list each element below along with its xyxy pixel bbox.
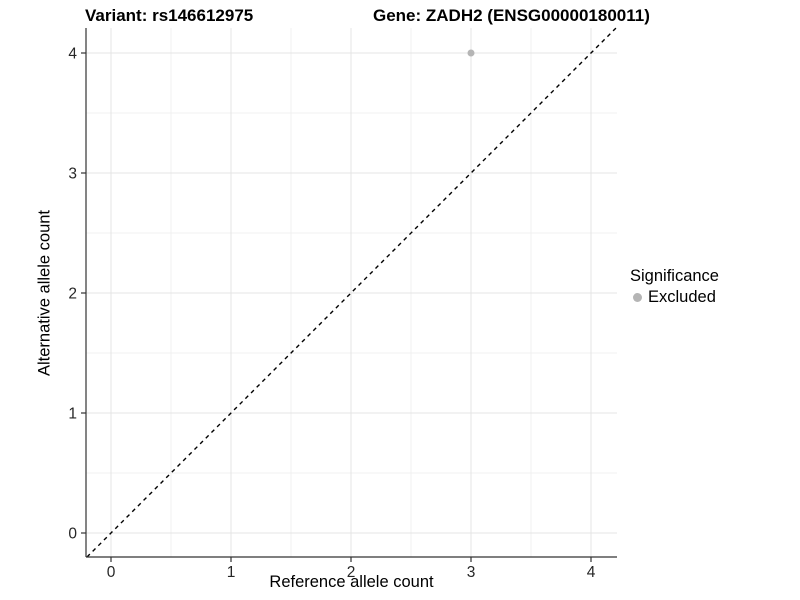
y-tick-label: 4 — [68, 46, 77, 63]
y-tick-label: 0 — [68, 526, 77, 543]
y-tick-label: 3 — [68, 166, 77, 183]
y-tick-label: 1 — [68, 406, 77, 423]
data-point — [467, 49, 475, 57]
legend-items: Excluded — [630, 287, 719, 307]
legend: Significance Excluded — [630, 266, 719, 307]
x-axis-title: Reference allele count — [269, 573, 434, 591]
x-tick-label: 3 — [467, 564, 476, 581]
x-tick-label: 0 — [107, 564, 116, 581]
identity-dashed-line — [86, 27, 617, 558]
x-tick-label: 4 — [587, 564, 596, 581]
legend-title: Significance — [630, 267, 719, 285]
legend-item: Excluded — [633, 287, 719, 307]
legend-item-label: Excluded — [648, 288, 716, 306]
legend-point-icon — [633, 292, 642, 302]
variant-title: Variant: rs146612975 — [85, 6, 254, 25]
x-tick-label: 2 — [347, 564, 356, 581]
x-tick-label: 1 — [227, 564, 236, 581]
gene-title: Gene: ZADH2 (ENSG00000180011) — [373, 6, 650, 25]
y-tick-label: 2 — [68, 286, 77, 303]
y-axis-title: Alternative allele count — [35, 209, 54, 377]
